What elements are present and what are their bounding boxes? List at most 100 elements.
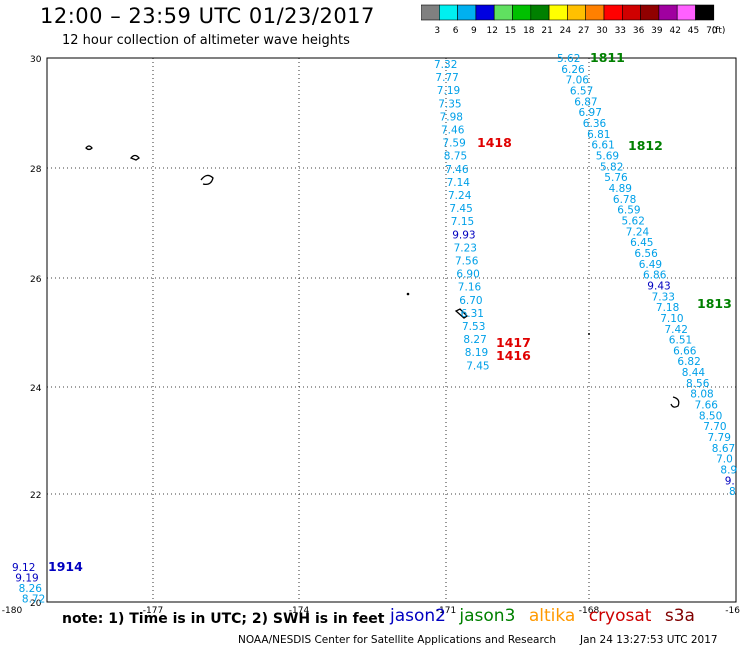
wave-height-label: 6.31	[461, 308, 484, 320]
wave-height-label: 7.06	[566, 75, 590, 87]
wave-height-label: 6.26	[561, 64, 585, 76]
wave-height-label: 8.19	[465, 347, 488, 359]
wave-height-label: 6.87	[574, 96, 597, 108]
scale-tick-label: 9	[471, 26, 477, 36]
wave-height-label: 8.75	[444, 151, 467, 163]
lat-label: 28	[30, 165, 42, 175]
credit-organization: NOAA/NESDIS Center for Satellite Applica…	[238, 634, 556, 646]
wave-height-label: 6.86	[643, 270, 667, 282]
wave-height-label: 6.49	[639, 259, 662, 271]
lon-label: -177	[143, 606, 163, 616]
satellite-jason3: jason3	[459, 606, 516, 626]
map-frame	[46, 57, 737, 603]
wave-height-label: 6.61	[591, 140, 614, 152]
wave-height-label: 8.72	[22, 594, 45, 606]
wave-height-label: 7.35	[438, 98, 461, 110]
wave-height-label: 6.81	[587, 129, 610, 141]
wave-height-label: 5.69	[596, 150, 619, 162]
wave-height-label: 7.24	[626, 226, 650, 238]
island-outline	[406, 292, 410, 296]
satellite-s3a: s3a	[664, 606, 695, 626]
island-outline	[588, 333, 590, 335]
wave-height-label: 7.23	[454, 242, 477, 254]
wave-height-label: 7.42	[665, 324, 688, 336]
footer-note: note: 1) Time is in UTC; 2) SWH is in fe…	[62, 611, 385, 627]
wave-height-label: 7.45	[449, 203, 472, 215]
wave-height-label: 7.45	[466, 360, 489, 372]
scale-tick-label: 33	[615, 26, 626, 36]
wave-height-label: 9.	[725, 475, 735, 487]
wave-height-label: 7.56	[455, 256, 479, 268]
wave-height-label: 7.24	[448, 190, 472, 202]
wave-height-label: 6.82	[677, 356, 700, 368]
pass-label: 1813	[697, 296, 732, 311]
wave-height-label: 7.33	[652, 291, 675, 303]
page-title: 12:00 – 23:59 UTC 01/23/2017	[40, 4, 375, 28]
wave-height-label: 7.79	[708, 432, 731, 444]
wave-height-label: 7.10	[660, 313, 683, 325]
wave-height-label: 5.62	[557, 53, 580, 65]
lat-label: 24	[30, 384, 42, 394]
wave-height-label: 7.70	[703, 421, 726, 433]
wave-height-label: 9.19	[15, 573, 38, 585]
wave-height-label: 9.93	[452, 229, 475, 241]
scale-tick-label: 6	[453, 26, 459, 36]
wave-height-label: 8.08	[690, 389, 713, 401]
satellite-cryosat: cryosat	[588, 606, 652, 626]
wave-height-label: 8.56	[686, 378, 710, 390]
wave-height-label: 8.44	[682, 367, 706, 379]
island-outline	[200, 174, 214, 186]
credit-line: NOAA/NESDIS Center for Satellite Applica…	[238, 634, 718, 646]
island-outline	[85, 145, 93, 151]
satellite-jason2: jason2	[390, 606, 446, 626]
scale-tick-label: 30	[596, 26, 608, 36]
pass-label: 1416	[496, 348, 531, 363]
pass-label: 1914	[48, 559, 83, 574]
scale-tick-label: 3	[434, 26, 440, 36]
wave-height-label: 6.51	[669, 335, 692, 347]
wave-height-label: 7.14	[447, 177, 471, 189]
scale-tick-label: 12	[486, 26, 497, 36]
wave-height-label: 6.78	[613, 194, 636, 206]
pass-label: 1418	[477, 135, 512, 150]
scale-tick-label: 15	[505, 26, 516, 36]
lat-label: 20	[30, 599, 42, 609]
wave-height-label: 4.89	[609, 183, 632, 195]
pass-label: 1811	[590, 50, 625, 65]
page-subtitle: 12 hour collection of altimeter wave hei…	[62, 33, 350, 48]
lon-label: -171	[436, 606, 456, 616]
island-outline	[454, 308, 469, 319]
satellite-legend: jason2 jason3 altika cryosat s3a	[390, 606, 703, 626]
wave-height-label: 7.53	[462, 321, 485, 333]
wave-height-label: 7.0	[716, 454, 733, 466]
wave-height-label: 6.59	[617, 205, 640, 217]
wave-height-label: 7.59	[442, 138, 465, 150]
wave-height-label: 7.46	[445, 164, 469, 176]
wave-height-label: 8.9	[720, 465, 737, 477]
wave-height-label: 5.76	[604, 172, 628, 184]
wave-height-label: 9.43	[647, 280, 670, 292]
scale-tick-label: 21	[541, 26, 552, 36]
wave-height-label: 6.45	[630, 237, 653, 249]
wave-height-label: 7.19	[437, 85, 460, 97]
scale-unit: (ft)	[712, 26, 726, 36]
lon-label: -174	[289, 606, 310, 616]
wave-height-label: 6.56	[634, 248, 658, 260]
pass-label: 1417	[496, 335, 531, 350]
wave-height-label: 7.98	[440, 111, 463, 123]
wave-height-label: 6.57	[570, 85, 593, 97]
wave-height-label: 6.90	[456, 269, 479, 281]
scale-tick-label: 42	[669, 26, 680, 36]
wave-height-label: 6.36	[583, 118, 607, 130]
scale-tick-label: 27	[578, 26, 589, 36]
wave-height-label: 5.62	[622, 215, 645, 227]
wave-height-label: 7.77	[435, 72, 458, 84]
credit-timestamp: Jan 24 13:27:53 UTC 2017	[580, 634, 718, 646]
island-outline	[670, 396, 680, 408]
wave-height-label: 8.50	[699, 410, 722, 422]
color-scale-legend: 3 6 9 12 15 18 21 24 27 30 33 36 39 42 45 70(ft)	[421, 4, 726, 36]
wave-height-label: 6.66	[673, 345, 697, 357]
wave-height-label: 5.82	[600, 161, 623, 173]
scale-swatch	[695, 4, 715, 21]
wave-height-label: 6.70	[459, 295, 482, 307]
